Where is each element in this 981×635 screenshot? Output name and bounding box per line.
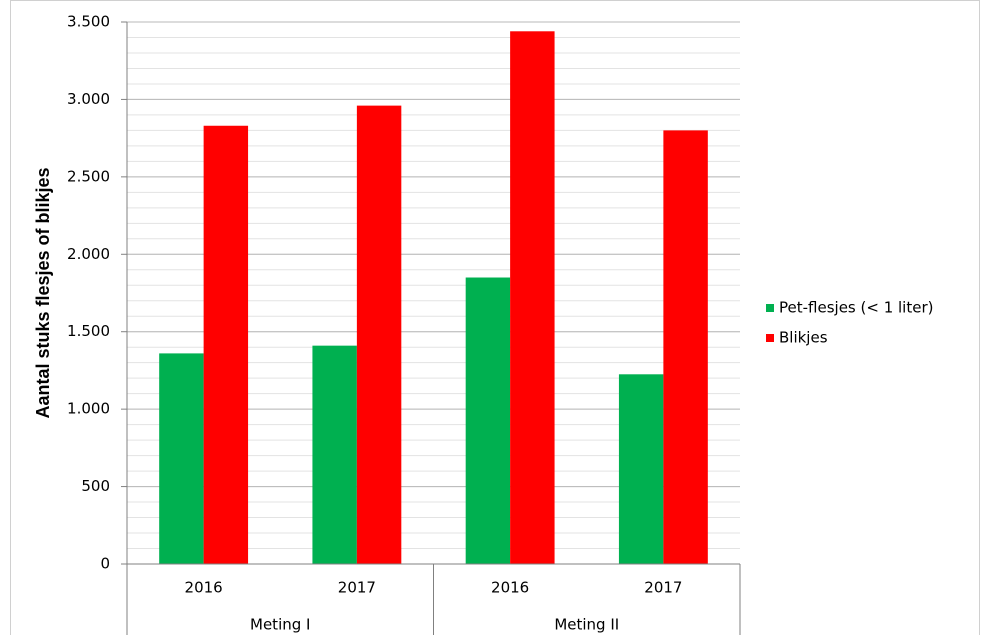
legend-label: Pet-flesjes (< 1 liter) bbox=[779, 299, 933, 317]
y-axis-title: Aantal stuks flesjes of blikjes bbox=[33, 167, 53, 418]
x-tick-label: 2017 bbox=[644, 579, 682, 597]
bar bbox=[465, 277, 511, 564]
y-tick-label: 2.500 bbox=[67, 167, 110, 185]
group-label: Meting II bbox=[554, 616, 619, 634]
bar bbox=[510, 31, 555, 564]
bar bbox=[356, 105, 402, 564]
legend-swatch bbox=[766, 304, 774, 312]
bar bbox=[203, 125, 249, 565]
x-tick-label: 2016 bbox=[491, 579, 529, 597]
x-tick-label: 2016 bbox=[185, 579, 223, 597]
y-tick-label: 2.000 bbox=[67, 245, 110, 263]
bar bbox=[312, 345, 357, 564]
group-label: Meting I bbox=[250, 616, 310, 634]
bar bbox=[663, 130, 708, 564]
y-tick-label: 1.000 bbox=[67, 400, 110, 418]
y-tick-label: 0 bbox=[100, 555, 110, 573]
y-tick-label: 3.000 bbox=[67, 90, 110, 108]
x-tick-label: 2017 bbox=[338, 579, 376, 597]
y-tick-label: 3.500 bbox=[67, 13, 110, 31]
bar bbox=[618, 374, 664, 564]
y-tick-label: 1.500 bbox=[67, 322, 110, 340]
legend-label: Blikjes bbox=[779, 329, 828, 347]
legend-swatch bbox=[766, 334, 774, 342]
y-tick-label: 500 bbox=[81, 477, 110, 495]
bar bbox=[159, 353, 204, 564]
chart-frame bbox=[10, 0, 980, 635]
